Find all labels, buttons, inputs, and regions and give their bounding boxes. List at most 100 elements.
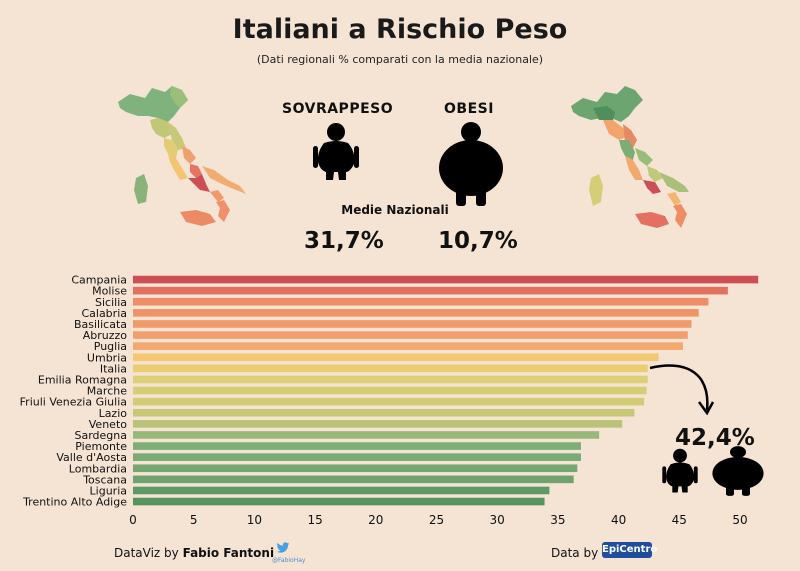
x-tick-label: 25 bbox=[429, 513, 444, 527]
category-label: Veneto bbox=[89, 418, 127, 431]
overweight-value: 31,7% bbox=[304, 228, 384, 254]
x-tick-label: 0 bbox=[129, 513, 137, 527]
callout-value: 42,4% bbox=[675, 425, 755, 451]
bar bbox=[133, 275, 759, 284]
category-label: Italia bbox=[100, 362, 127, 375]
author-name: Fabio Fantoni bbox=[182, 546, 275, 560]
x-tick-label: 40 bbox=[611, 513, 626, 527]
category-label: Valle d'Aosta bbox=[56, 451, 127, 464]
obese-label: OBESI bbox=[444, 101, 494, 117]
map-region bbox=[188, 174, 210, 192]
callout-arrow bbox=[649, 364, 715, 416]
obese-person-icon bbox=[439, 122, 503, 206]
map-region bbox=[673, 204, 687, 228]
x-tick-label: 30 bbox=[490, 513, 505, 527]
category-label: Molise bbox=[92, 285, 127, 298]
bar bbox=[133, 286, 728, 295]
bar bbox=[133, 331, 688, 339]
map-region bbox=[643, 180, 661, 194]
map-region bbox=[593, 106, 615, 120]
overweight-person-icon bbox=[662, 448, 698, 493]
obese-person-icon bbox=[712, 446, 764, 496]
category-label: Sardegna bbox=[75, 429, 128, 442]
bar bbox=[133, 475, 574, 484]
x-tick-label: 10 bbox=[247, 513, 262, 527]
epicentro-logo: EpiCentro bbox=[602, 542, 657, 558]
bar bbox=[133, 420, 623, 428]
page-subtitle: (Dati regionali % comparati con la media… bbox=[256, 53, 544, 65]
category-label: Marche bbox=[87, 385, 128, 398]
category-label: Emilia Romagna bbox=[38, 373, 127, 386]
map-region bbox=[619, 140, 635, 160]
bar bbox=[133, 386, 647, 395]
map-region bbox=[202, 166, 246, 194]
category-label: Puglia bbox=[94, 340, 127, 353]
map-region bbox=[571, 86, 643, 122]
category-label: Calabria bbox=[81, 307, 127, 320]
map-region bbox=[210, 190, 224, 202]
map-region bbox=[625, 156, 643, 180]
category-label: Liguria bbox=[90, 484, 127, 497]
obese-value: 10,7% bbox=[438, 228, 518, 254]
credits-prefix: DataViz by bbox=[114, 546, 183, 560]
credits: DataViz by Fabio Fantoni bbox=[114, 546, 274, 560]
category-label: Lazio bbox=[99, 407, 128, 420]
category-label: Lombardia bbox=[69, 462, 127, 475]
category-label: Umbria bbox=[87, 351, 127, 364]
category-label: Campania bbox=[71, 274, 127, 287]
map-region bbox=[635, 148, 653, 166]
italy-map-left bbox=[118, 86, 246, 226]
category-label: Sicilia bbox=[95, 296, 127, 309]
category-label: Toscana bbox=[82, 473, 127, 486]
bar bbox=[133, 464, 578, 473]
x-tick-label: 15 bbox=[307, 513, 322, 527]
x-tick-label: 35 bbox=[550, 513, 565, 527]
bar bbox=[133, 431, 600, 439]
category-label: Basilicata bbox=[74, 318, 127, 331]
category-label: Abruzzo bbox=[83, 329, 128, 342]
twitter-icon[interactable] bbox=[276, 542, 290, 554]
map-region bbox=[170, 86, 188, 108]
map-region bbox=[190, 164, 202, 178]
region-bar-chart: CampaniaMoliseSiciliaCalabriaBasilicataA… bbox=[20, 274, 759, 527]
bar bbox=[133, 353, 659, 362]
bar bbox=[133, 486, 550, 495]
italy-map-right bbox=[571, 86, 689, 228]
map-region bbox=[168, 154, 188, 180]
map-region bbox=[589, 174, 603, 206]
map-region bbox=[667, 192, 681, 206]
category-label: Friuli Venezia Giulia bbox=[20, 396, 127, 409]
category-label: Trentino Alto Adige bbox=[22, 496, 127, 509]
bar bbox=[133, 408, 635, 417]
bar bbox=[133, 364, 648, 373]
x-tick-label: 45 bbox=[672, 513, 687, 527]
map-region bbox=[659, 172, 689, 192]
map-region bbox=[216, 200, 230, 222]
national-average-label: Medie Nazionali bbox=[341, 203, 449, 217]
bar bbox=[133, 375, 648, 384]
map-region bbox=[603, 120, 629, 140]
map-region bbox=[134, 174, 148, 204]
bar bbox=[133, 320, 692, 328]
map-region bbox=[164, 138, 178, 158]
x-tick-label: 5 bbox=[190, 513, 198, 527]
map-region bbox=[168, 122, 186, 150]
bar bbox=[133, 442, 581, 450]
page-title: Italiani a Rischio Peso bbox=[232, 14, 568, 45]
data-source-label: Data by bbox=[551, 546, 599, 560]
x-tick-label: 50 bbox=[732, 513, 747, 527]
twitter-handle[interactable]: @FabioHay bbox=[272, 557, 306, 564]
bar bbox=[133, 309, 699, 317]
overweight-person-icon bbox=[313, 123, 359, 180]
bar bbox=[133, 497, 545, 506]
map-region bbox=[182, 146, 196, 164]
bar bbox=[133, 397, 645, 406]
bar bbox=[133, 453, 581, 461]
map-region bbox=[635, 212, 669, 228]
overweight-label: SOVRAPPESO bbox=[282, 101, 394, 117]
map-region bbox=[180, 210, 216, 226]
bar bbox=[133, 297, 709, 306]
map-region bbox=[150, 118, 172, 138]
map-region bbox=[647, 166, 663, 182]
category-label: Piemonte bbox=[75, 440, 127, 453]
